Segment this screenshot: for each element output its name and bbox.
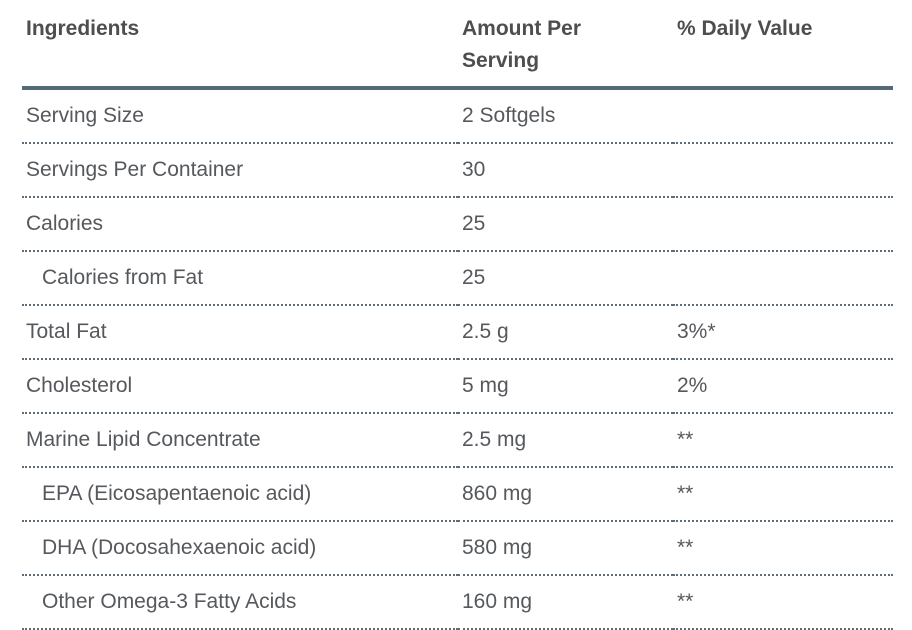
ingredient-cell: Calories [22,197,458,252]
daily-value-cell [673,143,893,198]
column-header-amount-per-serving: Amount Per Serving [458,0,673,90]
supplement-facts-table: Ingredients Amount Per Serving % Daily V… [22,0,893,630]
table-header: Ingredients Amount Per Serving % Daily V… [22,0,893,90]
amount-cell: 2.5 g [458,305,673,360]
table-row: DHA (Docosahexaenoic acid) 580 mg ** [22,521,893,576]
ingredient-cell: Calories from Fat [22,251,458,306]
ingredient-cell: Marine Lipid Concentrate [22,413,458,468]
ingredients-table-wrapper: Ingredients Amount Per Serving % Daily V… [22,0,893,630]
amount-cell: 5 mg [458,359,673,414]
table-row: EPA (Eicosapentaenoic acid) 860 mg ** [22,467,893,522]
daily-value-cell [673,251,893,306]
ingredient-cell: EPA (Eicosapentaenoic acid) [22,467,458,522]
amount-cell: 860 mg [458,467,673,522]
daily-value-cell: ** [673,467,893,522]
column-header-daily-value: % Daily Value [673,0,893,90]
table-row: Cholesterol 5 mg 2% [22,359,893,414]
table-row: Total Fat 2.5 g 3%* [22,305,893,360]
amount-cell: 160 mg [458,575,673,630]
column-header-amount-per-serving-label: Amount Per Serving [462,17,582,72]
table-body: Serving Size 2 Softgels Servings Per Con… [22,88,893,630]
daily-value-cell [673,197,893,252]
column-header-ingredients: Ingredients [22,0,458,90]
amount-cell: 2.5 mg [458,413,673,468]
ingredient-cell: Total Fat [22,305,458,360]
ingredient-cell: Other Omega-3 Fatty Acids [22,575,458,630]
table-row: Marine Lipid Concentrate 2.5 mg ** [22,413,893,468]
ingredient-cell: DHA (Docosahexaenoic acid) [22,521,458,576]
column-header-daily-value-label: % Daily Value [677,17,813,40]
column-header-ingredients-label: Ingredients [26,17,140,40]
daily-value-cell: 2% [673,359,893,414]
daily-value-cell [673,88,893,144]
amount-cell: 25 [458,251,673,306]
ingredient-cell: Cholesterol [22,359,458,414]
daily-value-cell: 3%* [673,305,893,360]
amount-cell: 580 mg [458,521,673,576]
daily-value-cell: ** [673,521,893,576]
table-row: Other Omega-3 Fatty Acids 160 mg ** [22,575,893,630]
header-row: Ingredients Amount Per Serving % Daily V… [22,0,893,90]
daily-value-cell: ** [673,413,893,468]
amount-cell: 2 Softgels [458,88,673,144]
table-row: Serving Size 2 Softgels [22,88,893,144]
daily-value-cell: ** [673,575,893,630]
amount-cell: 30 [458,143,673,198]
ingredient-cell: Servings Per Container [22,143,458,198]
ingredient-cell: Serving Size [22,88,458,144]
table-row: Calories from Fat 25 [22,251,893,306]
table-row: Servings Per Container 30 [22,143,893,198]
amount-cell: 25 [458,197,673,252]
table-row: Calories 25 [22,197,893,252]
